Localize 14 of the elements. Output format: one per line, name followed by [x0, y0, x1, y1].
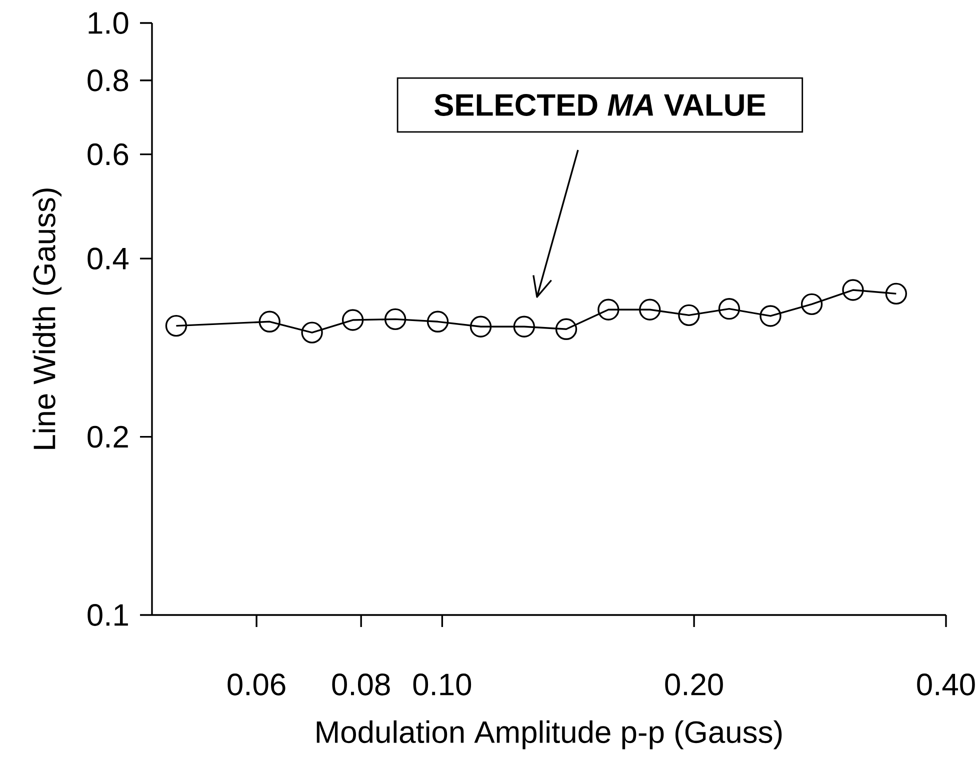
y-tick-label: 0.1 — [88, 604, 128, 626]
x-tick-label: 0.20 — [665, 674, 723, 696]
x-tick-label: 0.08 — [332, 674, 390, 696]
y-tick-label: 0.6 — [88, 143, 128, 166]
y-axis-title: Line Width (Gauss) — [32, 188, 62, 449]
y-tick-label: 0.4 — [88, 248, 129, 270]
y-tick-label: 0.8 — [88, 69, 128, 92]
x-tick-label: 0.10 — [413, 674, 472, 696]
y-tick-label: 1.0 — [88, 12, 128, 34]
annotation: SELECTED MA VALUE — [434, 94, 766, 116]
y-tick-label: 0.2 — [88, 426, 128, 448]
x-axis-title: Modulation Amplitude p-p (Gauss) — [316, 720, 782, 750]
x-tick-label: 0.40 — [917, 674, 975, 696]
x-tick-label: 0.06 — [228, 674, 286, 696]
